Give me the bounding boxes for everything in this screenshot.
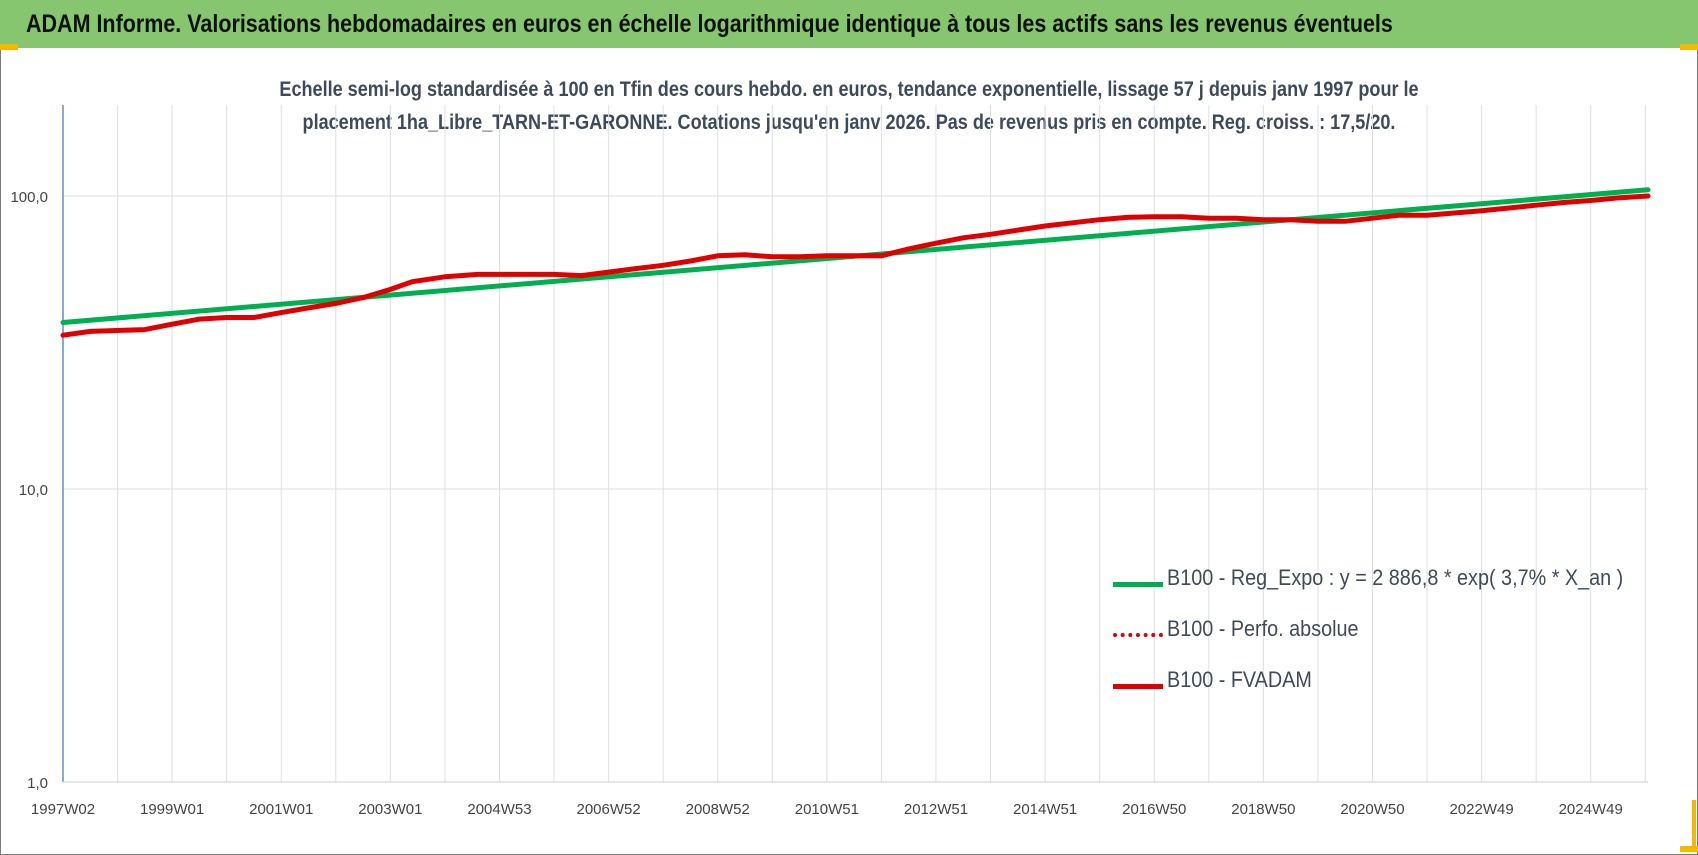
y-tick-label: 1,0 [27,775,48,792]
legend-label: B100 - FVADAM [1167,667,1312,692]
legend-swatch [1113,582,1163,587]
x-tick-label: 2004W53 [467,801,531,818]
legend-swatch [1113,684,1163,689]
page-title: ADAM Informe. Valorisations hebdomadaire… [26,10,1393,38]
x-tick-label: 2003W01 [358,801,422,818]
x-tick-label: 1997W02 [31,801,95,818]
x-tick-label: 2020W50 [1340,801,1404,818]
header-bar: ADAM Informe. Valorisations hebdomadaire… [0,0,1698,48]
legend-label: B100 - Perfo. absolue [1167,616,1359,641]
x-tick-label: 2001W01 [249,801,313,818]
corner-marker [0,44,18,50]
x-tick-label: 2010W51 [795,801,859,818]
chart-title: Echelle semi-log standardisée à 100 en T… [0,73,1698,139]
chart-title-line-2: placement 1ha_Libre_TARN-ET-GARONNE. Cot… [302,111,1396,134]
y-tick-label: 10,0 [19,482,48,499]
legend-label: B100 - Reg_Expo : y = 2 886,8 * exp( 3,7… [1167,565,1624,590]
y-tick-label: 100,0 [10,189,48,206]
corner-marker [1680,44,1698,50]
x-tick-label: 2016W50 [1122,801,1186,818]
x-tick-label: 2008W52 [686,801,750,818]
legend-swatch [1113,633,1163,637]
x-tick-label: 2012W51 [904,801,968,818]
chart-title-line-1: Echelle semi-log standardisée à 100 en T… [279,78,1419,101]
series-line-2 [60,193,1651,338]
x-tick-label: 2006W52 [577,801,641,818]
x-tick-label: 2014W51 [1013,801,1077,818]
x-tick-label: 1999W01 [140,801,204,818]
corner-marker [1692,800,1696,848]
corner-marker [1680,846,1698,852]
x-tick-label: 2022W49 [1449,801,1513,818]
x-tick-label: 2018W50 [1231,801,1295,818]
x-tick-label: 2024W49 [1559,801,1623,818]
